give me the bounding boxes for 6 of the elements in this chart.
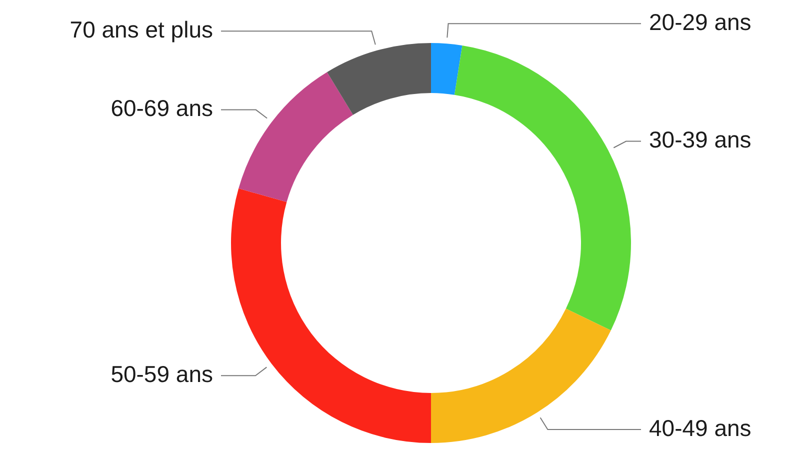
slice-label: 60-69 ans xyxy=(110,95,213,122)
slice-label: 50-59 ans xyxy=(110,360,213,387)
slice-label: 40-49 ans xyxy=(649,414,752,441)
slice-label: 30-39 ans xyxy=(649,126,752,153)
slice-label: 20-29 ans xyxy=(649,9,752,36)
slice-label: 70 ans et plus xyxy=(70,16,213,43)
